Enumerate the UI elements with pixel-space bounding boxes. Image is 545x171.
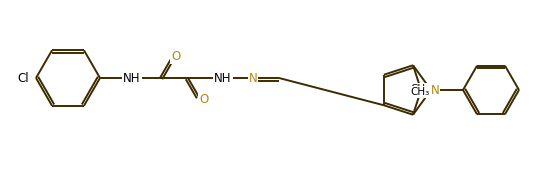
- Text: NH: NH: [214, 73, 232, 86]
- Text: N: N: [249, 71, 257, 84]
- Text: O: O: [171, 50, 180, 63]
- Text: N: N: [431, 83, 439, 96]
- Text: Cl: Cl: [17, 71, 29, 84]
- Text: CH₃: CH₃: [410, 87, 430, 97]
- Text: NH: NH: [123, 73, 141, 86]
- Text: CH₃: CH₃: [410, 84, 430, 94]
- Text: O: O: [199, 93, 209, 106]
